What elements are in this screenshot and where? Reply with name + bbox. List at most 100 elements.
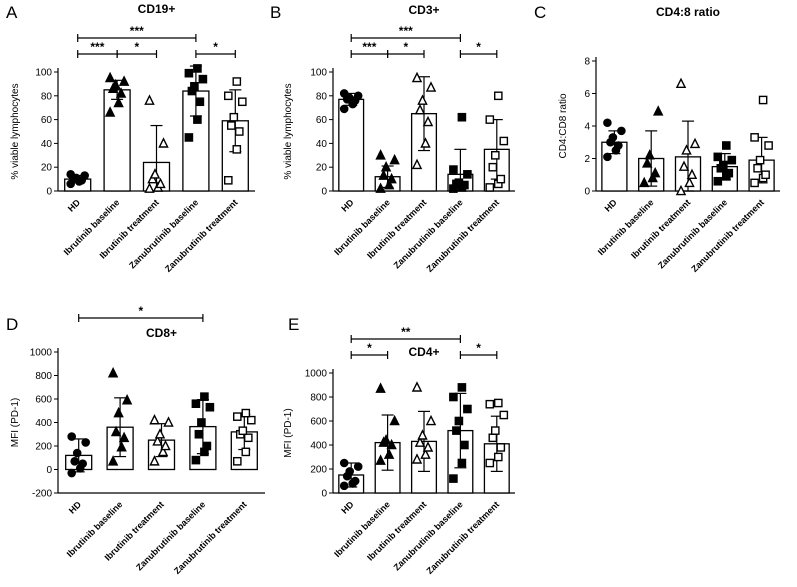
y-tick-label: 8 [584,57,590,68]
panel-letter: B [270,3,281,22]
data-point-6 [81,438,90,447]
data-point-8 [241,408,251,418]
data-point-7 [375,382,386,393]
data-point-1 [411,158,423,170]
data-point-7 [232,412,242,421]
category-label-5: Zanubrutinib treatment [689,197,766,274]
error-bar-3 [418,410,430,472]
data-point-5 [380,434,392,445]
data-point-7 [675,77,687,89]
data-point-8 [494,91,503,101]
points-1 [67,432,90,478]
data-point-1 [485,458,495,468]
data-point-7 [411,71,423,83]
significance-label: * [138,304,143,318]
significance-label: *** [90,40,104,54]
y-tick-label: 1000 [30,348,53,359]
data-point-5 [154,428,166,439]
panel-title: CD19+ [138,2,176,16]
y-tick-label: 100 [310,68,327,79]
bar-1 [338,98,365,192]
y-tick-label: 20 [316,163,328,174]
y-tick-label: 2 [584,154,590,165]
data-point-3 [115,87,127,98]
y-tick-label: 0 [321,489,327,500]
significance-label: *** [362,40,376,54]
data-point-6 [158,137,169,148]
significance-bracket-2: * [387,40,425,58]
y-tick-label: 40 [316,139,328,150]
data-point-7 [603,118,612,128]
data-point-1 [411,453,423,464]
y-tick-label: 60 [41,115,53,126]
y-tick-label: 400 [310,441,327,452]
data-point-5 [229,112,239,122]
points-5 [485,398,509,468]
data-point-5 [417,429,428,440]
data-point-1 [603,152,612,162]
points-3 [411,381,437,464]
data-point-3 [496,174,506,184]
data-point-2 [383,448,395,459]
y-axis-label: MFI (PD-1) [283,408,294,457]
data-point-6 [121,394,133,405]
data-point-4 [641,157,653,168]
data-point-5 [755,155,765,165]
data-point-5 [491,426,500,435]
data-point-4 [452,426,461,435]
points-5 [485,91,509,192]
data-point-4 [70,456,79,466]
category-label-1: HD [66,197,83,214]
data-point-1 [339,104,349,114]
significance-label: *** [130,24,144,38]
y-tick-label: 600 [35,395,52,406]
points-3 [144,94,169,193]
y-tick-label: -200 [32,489,52,500]
y-tick-label: 100 [35,68,52,79]
data-point-8 [494,398,503,408]
data-point-7 [67,432,76,441]
data-point-3 [160,439,171,451]
category-label-1: HD [67,499,84,516]
data-point-1 [375,182,386,193]
panel-letter: A [6,3,18,22]
data-point-3 [386,172,397,184]
data-point-6 [425,81,437,92]
data-point-1 [144,182,155,193]
data-point-7 [411,381,423,392]
data-point-5 [380,161,392,172]
data-point-7 [750,133,759,142]
y-tick-label: 20 [41,163,53,174]
data-point-3 [460,440,469,450]
data-point-1 [375,454,386,465]
data-point-5 [113,406,124,418]
points-2 [375,382,400,465]
data-point-5 [454,416,464,426]
data-point-3 [155,177,166,189]
data-point-6 [499,410,509,420]
category-label-4: Zanubrutinib baseline [656,197,729,270]
data-point-3 [686,168,698,180]
data-point-6 [80,171,89,180]
significance-bracket-4: *** [77,24,197,42]
significance-bracket-1: *** [77,40,118,58]
category-label-4: Zanubrutinib baseline [127,197,200,270]
panel-title: CD3+ [408,3,439,17]
y-tick-label: 400 [35,418,52,429]
data-point-6 [689,137,701,149]
data-point-5 [417,94,428,105]
data-point-2 [420,137,431,148]
data-point-1 [104,106,116,117]
y-tick-label: 600 [310,417,327,428]
data-point-1 [191,455,201,465]
panel-title: CD4+ [408,345,439,359]
points-2 [375,149,400,193]
data-point-7 [223,91,233,101]
significance-bracket-1: * [78,304,204,322]
data-point-6 [163,416,174,427]
data-point-7 [66,170,75,179]
data-point-1 [449,474,458,483]
data-point-4 [110,425,122,437]
